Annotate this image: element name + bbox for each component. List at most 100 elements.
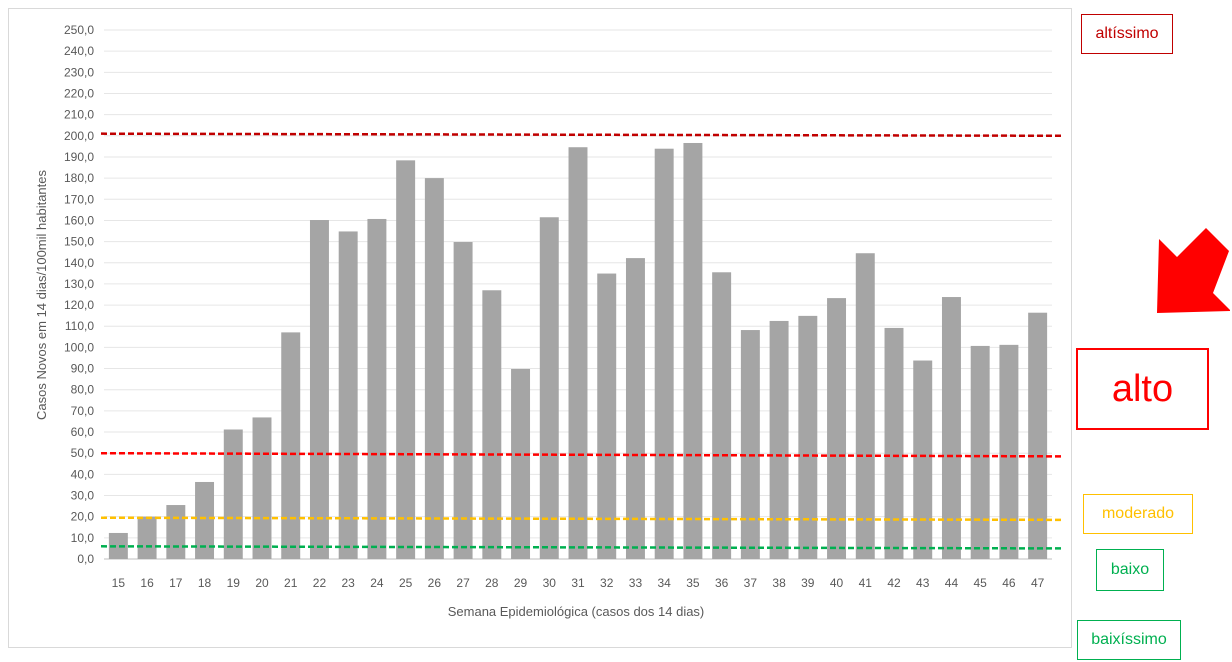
- bars: [108, 142, 1048, 560]
- bar-week-23: [338, 231, 358, 559]
- y-tick-labels: 0,0 10,0 20,0 30,0 40,0 50,0 60,0 70,0 80,0 90,0 1…: [64, 23, 94, 566]
- level-altissimo-label: altíssimo: [1081, 14, 1173, 54]
- x-tick-label: 41: [859, 576, 873, 590]
- x-tick-label: 26: [428, 576, 442, 590]
- y-tick-label: 140,0: [64, 256, 94, 270]
- y-tick-label: 220,0: [64, 86, 94, 100]
- y-tick-label: 150,0: [64, 235, 94, 249]
- y-tick-label: 20,0: [71, 510, 95, 524]
- level-baixissimo-label: baixíssimo: [1077, 620, 1181, 660]
- y-tick-label: 250,0: [64, 23, 94, 37]
- x-tick-label: 22: [313, 576, 327, 590]
- bar-week-47: [1028, 312, 1048, 559]
- bar-week-28: [482, 290, 502, 559]
- threshold-line-altissimo: [100, 132, 1064, 138]
- x-tick-label: 23: [342, 576, 356, 590]
- y-tick-label: 230,0: [64, 65, 94, 79]
- bar-week-40: [827, 298, 847, 559]
- bar-week-36: [712, 272, 732, 559]
- x-tick-label: 45: [974, 576, 988, 590]
- x-tick-label: 31: [571, 576, 585, 590]
- y-tick-label: 190,0: [64, 150, 94, 164]
- bar-week-19: [223, 429, 243, 559]
- x-tick-label: 29: [514, 576, 528, 590]
- y-tick-label: 90,0: [71, 362, 95, 376]
- bar-week-34: [654, 148, 674, 560]
- y-tick-label: 180,0: [64, 171, 94, 185]
- x-tick-label: 15: [112, 576, 126, 590]
- threshold-line-baixo: [100, 545, 1064, 550]
- bar-week-46: [999, 344, 1019, 559]
- x-tick-label: 40: [830, 576, 844, 590]
- bar-week-25: [396, 160, 416, 560]
- red-arrow-icon: [1157, 228, 1230, 313]
- x-tick-label: 25: [399, 576, 413, 590]
- x-tick-label: 37: [744, 576, 758, 590]
- y-tick-label: 200,0: [64, 129, 94, 143]
- y-tick-label: 210,0: [64, 108, 94, 122]
- bar-week-26: [424, 178, 444, 559]
- y-tick-label: 80,0: [71, 383, 95, 397]
- bar-week-22: [309, 220, 329, 560]
- bar-week-29: [511, 368, 531, 559]
- bar-week-17: [166, 505, 186, 559]
- bar-week-30: [539, 217, 559, 560]
- bar-week-42: [884, 327, 904, 559]
- x-tick-label: 47: [1031, 576, 1045, 590]
- y-tick-label: 60,0: [71, 425, 95, 439]
- threshold-line-moderado: [100, 516, 1064, 522]
- x-tick-labels: 15 16 17 18 19 20 21 22 23 24 25 26 27 28 29 30 31 32 33 34…: [112, 576, 1045, 590]
- x-tick-label: 21: [284, 576, 298, 590]
- x-tick-label: 28: [485, 576, 499, 590]
- bar-week-37: [740, 330, 760, 559]
- y-tick-label: 160,0: [64, 213, 94, 227]
- bar-week-41: [855, 253, 875, 559]
- bar-week-31: [568, 147, 588, 560]
- x-tick-label: 36: [715, 576, 729, 590]
- y-tick-label: 100,0: [64, 340, 94, 354]
- y-tick-label: 120,0: [64, 298, 94, 312]
- bar-week-20: [252, 417, 272, 559]
- y-tick-label: 110,0: [65, 319, 94, 333]
- x-tick-label: 17: [169, 576, 183, 590]
- x-tick-label: 44: [945, 576, 959, 590]
- x-tick-label: 39: [801, 576, 815, 590]
- x-tick-label: 46: [1002, 576, 1016, 590]
- y-axis-title: Casos Novos em 14 dias/100mil habitantes: [34, 169, 49, 420]
- threshold-line-alto: [100, 451, 1064, 458]
- bar-week-38: [769, 320, 789, 559]
- y-tick-label: 170,0: [64, 192, 94, 206]
- bar-week-21: [281, 332, 301, 559]
- x-tick-label: 20: [255, 576, 269, 590]
- bar-week-35: [683, 142, 703, 560]
- y-tick-label: 40,0: [71, 467, 95, 481]
- x-tick-label: 19: [227, 576, 241, 590]
- bar-week-16: [137, 516, 157, 559]
- bar-week-45: [970, 345, 990, 559]
- y-tick-label: 240,0: [64, 44, 94, 58]
- x-tick-label: 38: [772, 576, 786, 590]
- x-tick-label: 30: [543, 576, 557, 590]
- x-tick-label: 35: [686, 576, 700, 590]
- bar-week-32: [597, 273, 617, 559]
- x-tick-label: 27: [456, 576, 470, 590]
- bar-week-27: [453, 242, 473, 559]
- x-tick-label: 43: [916, 576, 930, 590]
- y-tick-label: 130,0: [64, 277, 94, 291]
- x-axis-title: Semana Epidemiológica (casos dos 14 dias…: [448, 604, 705, 619]
- bar-week-15: [108, 532, 128, 559]
- level-baixo-label: baixo: [1096, 549, 1164, 591]
- x-tick-label: 32: [600, 576, 614, 590]
- x-tick-label: 42: [887, 576, 901, 590]
- threshold-lines: [100, 132, 1064, 550]
- x-tick-label: 16: [140, 576, 154, 590]
- y-tick-label: 70,0: [71, 404, 95, 418]
- y-tick-label: 50,0: [71, 446, 95, 460]
- bar-week-39: [798, 315, 818, 559]
- x-tick-label: 34: [658, 576, 672, 590]
- bar-week-18: [195, 481, 215, 559]
- y-tick-label: 10,0: [71, 531, 95, 545]
- x-tick-label: 24: [370, 576, 384, 590]
- bar-week-43: [913, 360, 933, 559]
